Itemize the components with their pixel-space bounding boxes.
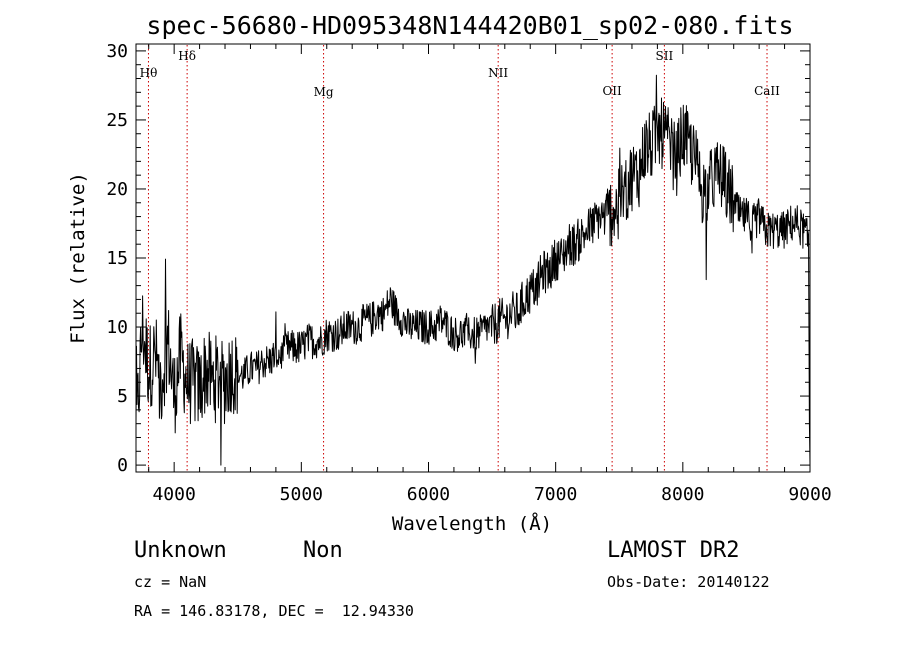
x-tick-label: 8000 — [661, 484, 704, 505]
x-tick-label: 9000 — [788, 484, 831, 505]
y-tick-label: 20 — [106, 179, 128, 200]
x-tick-label: 4000 — [152, 484, 195, 505]
obs-date: Obs-Date: 20140122 — [607, 573, 770, 591]
y-tick-label: 30 — [106, 41, 128, 62]
line-marker-label: NII — [488, 66, 508, 80]
spectrum-line — [135, 74, 811, 466]
chart-title: spec-56680-HD095348N144420B01_sp02-080.f… — [146, 11, 793, 40]
x-tick-label: 5000 — [280, 484, 323, 505]
y-axis-label: Flux (relative) — [67, 172, 89, 344]
y-tick-label: 10 — [106, 317, 128, 338]
y-tick-label: 25 — [106, 110, 128, 131]
line-marker-label: CaII — [754, 84, 780, 98]
survey-label: LAMOST DR2 — [607, 538, 740, 563]
x-tick-label: 7000 — [534, 484, 577, 505]
x-axis-label: Wavelength (Å) — [392, 512, 552, 535]
coordinates-text: RA = 146.83178, DEC = 12.94330 — [134, 602, 414, 620]
x-tick-label: 6000 — [407, 484, 450, 505]
plot-area — [135, 74, 811, 466]
object-subclass: Non — [303, 538, 343, 563]
y-tick-label: 5 — [117, 386, 128, 407]
line-marker-label: Mg — [314, 85, 334, 99]
line-marker-label: SII — [656, 49, 674, 63]
y-tick-label: 0 — [117, 455, 128, 476]
line-marker-label: Hθ — [140, 66, 158, 80]
line-marker-label: OII — [602, 84, 622, 98]
axes: 4000 5000 6000 7000 8000 9000 0 5 10 15 20 25 30 — [106, 41, 831, 505]
y-tick-label: 15 — [106, 248, 128, 269]
line-marker-label: Hδ — [178, 49, 196, 63]
redshift-text: cz = NaN — [134, 573, 207, 591]
object-class: Unknown — [134, 538, 227, 563]
spectral-line-markers: Hθ Hδ Mg NII OII SII CaII — [140, 45, 780, 471]
